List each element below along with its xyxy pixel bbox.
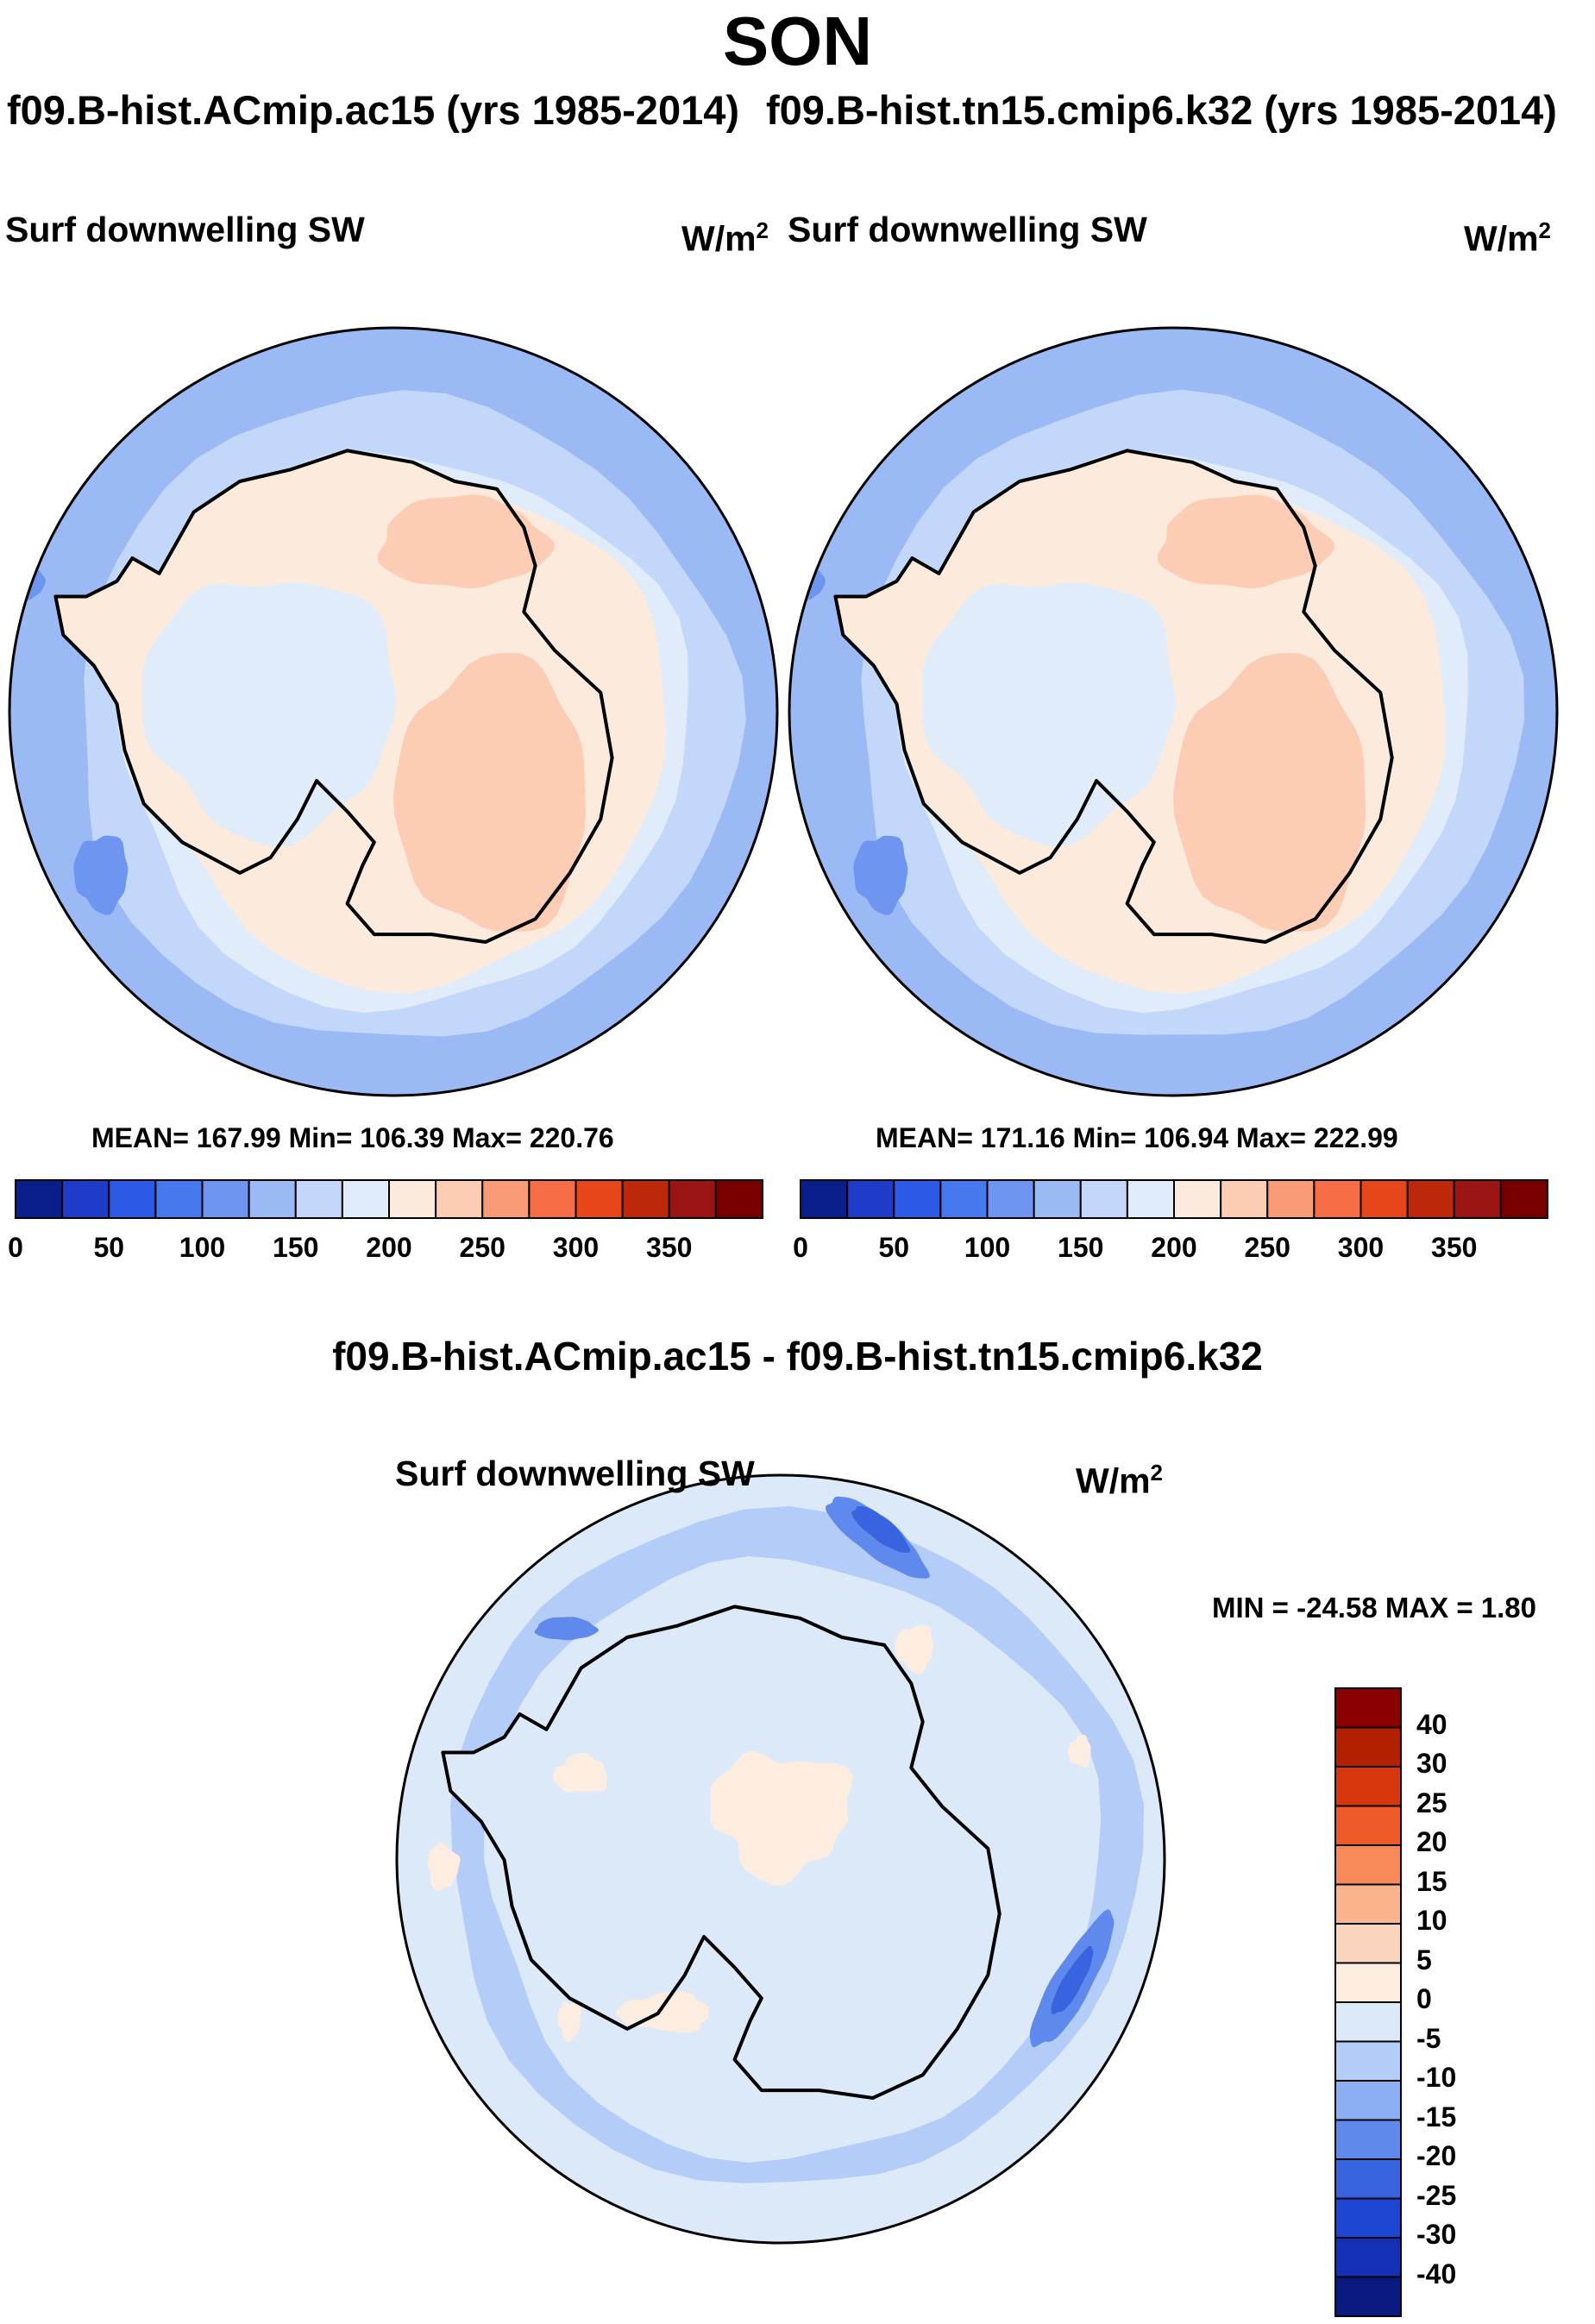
colorbar-tick-label: -15 — [1416, 2101, 1457, 2132]
panel2-variable: Surf downwelling SW — [788, 210, 1147, 249]
colorbar-swatch — [1173, 1179, 1222, 1219]
colorbar-swatch — [893, 1179, 942, 1219]
colorbar-swatch — [1334, 1844, 1402, 1886]
colorbar-swatch — [201, 1179, 250, 1219]
panel2-stats: MEAN= 171.16 Min= 106.94 Max= 222.99 — [876, 1122, 1398, 1153]
colorbar-tick-label: 200 — [1151, 1232, 1197, 1263]
colorbar-tick-label: 100 — [179, 1232, 226, 1263]
colorbar-swatch — [621, 1179, 670, 1219]
colorbar-tick-label: -20 — [1416, 2140, 1457, 2171]
colorbar-tick-label: 0 — [1416, 1983, 1432, 2014]
colorbar-tick-label: 25 — [1416, 1787, 1447, 1818]
colorbar-swatch — [1334, 1923, 1402, 1964]
colorbar-tick-label: 0 — [793, 1232, 808, 1263]
colorbar-1 — [15, 1179, 763, 1219]
map-panel-diff — [395, 1473, 1166, 2245]
colorbar-swatch — [575, 1179, 624, 1219]
colorbar-tick-label: -40 — [1416, 2258, 1457, 2289]
colorbar-tick-label: 40 — [1416, 1708, 1447, 1740]
colorbar-tick-label: 100 — [964, 1232, 1011, 1263]
colorbar-swatch — [1334, 1962, 1402, 2003]
colorbar-tick-label: 200 — [366, 1232, 412, 1263]
diff-variable: Surf downwelling SW — [395, 1454, 755, 1493]
colorbar-swatch — [248, 1179, 297, 1219]
colorbar-swatch — [986, 1179, 1035, 1219]
colorbar-tick-label: 0 — [8, 1232, 23, 1263]
colorbar-swatch — [108, 1179, 157, 1219]
panel1-case-title: f09.B-hist.ACmip.ac15 (yrs 1985-2014) — [7, 87, 740, 133]
colorbar-swatch — [1334, 2276, 1402, 2317]
colorbar-swatch — [1334, 1805, 1402, 1846]
colorbar-tick-label: 5 — [1416, 1944, 1432, 1975]
colorbar-swatch — [1453, 1179, 1502, 1219]
colorbar-tick-label: 250 — [1244, 1232, 1290, 1263]
colorbar-swatch — [481, 1179, 531, 1219]
colorbar-tick-label: 30 — [1416, 1748, 1447, 1779]
colorbar-swatch — [1266, 1179, 1316, 1219]
colorbar-tick-label: 10 — [1416, 1905, 1447, 1936]
colorbar-swatch — [1334, 2040, 1402, 2082]
diff-title: f09.B-hist.ACmip.ac15 - f09.B-hist.tn15.… — [332, 1334, 1263, 1379]
colorbar-swatch — [1334, 1766, 1402, 1807]
colorbar-tick-label: -10 — [1416, 2062, 1457, 2093]
colorbar-swatch — [294, 1179, 343, 1219]
colorbar-swatch — [61, 1179, 110, 1219]
colorbar-swatch — [1334, 2158, 1402, 2200]
colorbar-swatch — [528, 1179, 577, 1219]
colorbar-swatch — [1334, 2237, 1402, 2278]
colorbar-swatch — [1033, 1179, 1082, 1219]
colorbar-swatch — [1360, 1179, 1409, 1219]
diff-units: W/m2 — [1076, 1460, 1164, 1501]
map-panel-1 — [8, 326, 779, 1097]
panel1-stats: MEAN= 167.99 Min= 106.39 Max= 220.76 — [91, 1122, 614, 1153]
colorbar-swatch — [1313, 1179, 1362, 1219]
colorbar-swatch — [154, 1179, 204, 1219]
panel1-units: W/m2 — [681, 217, 769, 259]
colorbar-tick-label: 15 — [1416, 1865, 1447, 1897]
colorbar-tick-label: 150 — [1058, 1232, 1104, 1263]
panel1-variable: Surf downwelling SW — [5, 210, 365, 249]
colorbar-diff — [1334, 1687, 1402, 2317]
colorbar-tick-label: 350 — [646, 1232, 693, 1263]
figure-title: SON — [722, 3, 873, 79]
colorbar-swatch — [341, 1179, 390, 1219]
colorbar-swatch — [1126, 1179, 1175, 1219]
diff-minmax: MIN = -24.58 MAX = 1.80 — [1212, 1592, 1537, 1624]
colorbar-swatch — [1334, 1687, 1402, 1729]
colorbar-swatch — [1334, 1883, 1402, 1925]
colorbar-swatch — [939, 1179, 989, 1219]
panel2-units: W/m2 — [1464, 217, 1552, 259]
map-panel-2 — [788, 326, 1559, 1097]
colorbar-swatch — [1334, 2080, 1402, 2121]
colorbar-swatch — [846, 1179, 895, 1219]
colorbar-tick-label: 50 — [878, 1232, 910, 1263]
colorbar-swatch — [1406, 1179, 1455, 1219]
colorbar-2 — [800, 1179, 1548, 1219]
colorbar-swatch — [800, 1179, 849, 1219]
colorbar-swatch — [668, 1179, 717, 1219]
colorbar-swatch — [1334, 1726, 1402, 1768]
colorbar-swatch — [1220, 1179, 1269, 1219]
colorbar-swatch — [1334, 2001, 1402, 2043]
colorbar-swatch — [1334, 2197, 1402, 2239]
colorbar-tick-label: -30 — [1416, 2219, 1457, 2250]
colorbar-swatch — [1499, 1179, 1548, 1219]
colorbar-tick-label: 150 — [273, 1232, 319, 1263]
colorbar-swatch — [1334, 2119, 1402, 2160]
colorbar-swatch — [15, 1179, 64, 1219]
colorbar-tick-label: -25 — [1416, 2179, 1457, 2211]
colorbar-swatch — [435, 1179, 484, 1219]
colorbar-swatch — [714, 1179, 763, 1219]
colorbar-tick-label: 250 — [459, 1232, 506, 1263]
colorbar-tick-label: 300 — [1337, 1232, 1385, 1263]
colorbar-tick-label: 350 — [1431, 1232, 1478, 1263]
panel2-case-title: f09.B-hist.tn15.cmip6.k32 (yrs 1985-2014… — [766, 87, 1557, 133]
colorbar-tick-label: -5 — [1416, 2022, 1441, 2054]
colorbar-swatch — [1079, 1179, 1128, 1219]
colorbar-tick-label: 50 — [93, 1232, 125, 1263]
colorbar-tick-label: 300 — [552, 1232, 600, 1263]
colorbar-tick-label: 20 — [1416, 1826, 1447, 1857]
colorbar-swatch — [388, 1179, 437, 1219]
